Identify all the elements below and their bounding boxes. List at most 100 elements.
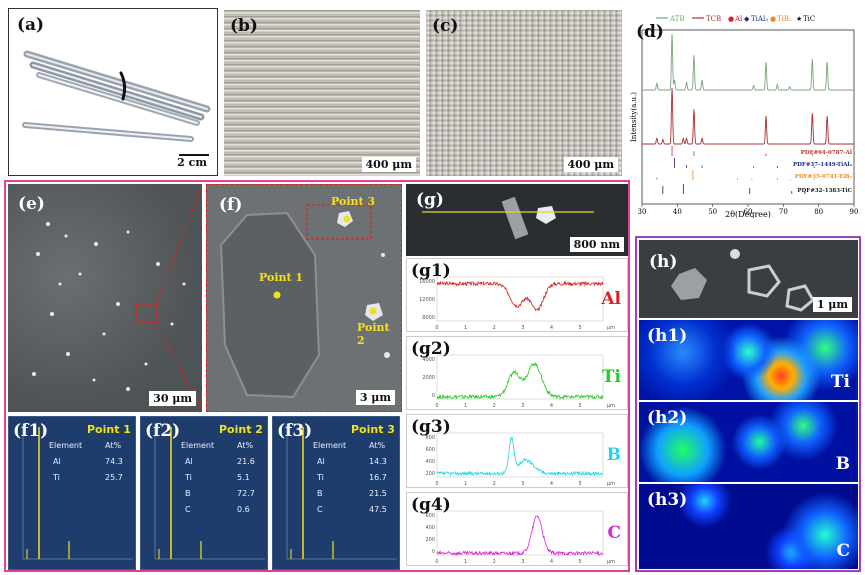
eds-header-element: Element: [313, 441, 347, 450]
x-tick-label: 3: [521, 403, 524, 409]
eds-spectrum: [154, 423, 265, 560]
legend-label: TiC: [803, 15, 815, 23]
eds-row-value: 72.7: [237, 489, 255, 498]
reference-label: PDF#35-0741-TiB₂: [795, 174, 853, 180]
plot-frame: [436, 354, 604, 400]
y-tick-label: 600: [425, 447, 435, 453]
particle-shapes: [219, 204, 390, 399]
x-tick-label: 40: [673, 208, 682, 216]
panel-h2-b-map: (h2) B: [639, 402, 858, 482]
eds-row-element: C: [317, 505, 323, 514]
eds-panel: (f1) Point 1 Element At% Al 74.3 Ti 25.7: [8, 416, 136, 570]
plot-frame: [436, 276, 604, 322]
element-label: C: [607, 523, 621, 543]
eds-row-element: Ti: [317, 473, 324, 482]
legend-marker: ★: [796, 15, 802, 23]
x-tick-label: 30: [638, 208, 647, 216]
y-tick-label: 0: [432, 393, 435, 399]
reference-label: PDF#04-0787-Al: [801, 150, 852, 156]
y-tick-label: 0: [432, 549, 435, 555]
series-line: [642, 87, 854, 145]
panel-label: (g4): [411, 495, 451, 515]
scale-label: 400 μm: [563, 157, 618, 172]
eds-row-element: B: [317, 489, 323, 498]
panel-label: (b): [230, 16, 258, 36]
eds-header-element: Element: [181, 441, 215, 450]
panel-label: (g1): [411, 261, 451, 281]
panel-h-sem: (h) 1 μm: [639, 240, 858, 318]
element-label: B: [835, 454, 850, 474]
x-tick-label: 4: [550, 325, 553, 331]
eds-row-element: Ti: [185, 473, 192, 482]
panel-c-micrograph: (c) 400 μm: [426, 10, 622, 176]
y-tick-label: 400: [425, 459, 435, 465]
x-tick-label: 0: [435, 403, 438, 409]
eds-row-value: 0.6: [237, 505, 250, 514]
line-scan-trace: [436, 361, 604, 400]
panel-label: (d): [636, 22, 664, 42]
eds-row-value: 47.5: [369, 505, 387, 514]
x-tick-label: 3: [521, 559, 524, 565]
y-tick-label: 2000: [422, 375, 435, 381]
x-tick-label: 4: [550, 403, 553, 409]
scale-label: 30 μm: [149, 391, 196, 406]
scale-label: 1 μm: [812, 297, 852, 312]
x-tick-label: 1: [464, 403, 467, 409]
x-tick-label: 1: [464, 559, 467, 565]
y-tick-label: 800: [425, 435, 435, 441]
eds-row-element: B: [185, 489, 191, 498]
x-unit-label: μm: [607, 481, 615, 487]
reference-label: PDF#32-1383-TiC: [797, 188, 852, 194]
eds-row-value: 21.5: [369, 489, 387, 498]
x-tick-label: 80: [814, 208, 823, 216]
eds-row-value: 14.3: [369, 457, 387, 466]
panel-b-micrograph: (b) 400 μm: [224, 10, 420, 176]
eds-row-element: Al: [185, 457, 193, 466]
line-scan-svg: 0 1 2 3 4 5 μm 16000 12000 8000: [419, 276, 615, 331]
eds-row-element: Al: [53, 457, 61, 466]
x-tick-label: 1: [464, 481, 467, 487]
texture-overlay: [426, 10, 622, 176]
scale-label: 400 μm: [361, 157, 416, 172]
eds-row-value: 21.6: [237, 457, 255, 466]
x-tick-label: 0: [435, 481, 438, 487]
panel-h1-ti-map: (h1) Ti: [639, 320, 858, 400]
line-scan-panel: 0 1 2 3 4 5 μm 16000 12000 8000 (g1) Al: [406, 258, 628, 332]
point-1-label: Point 1: [259, 271, 304, 284]
x-tick-label: 5: [579, 325, 582, 331]
element-label: B: [606, 445, 621, 465]
element-label: Ti: [601, 367, 621, 387]
eds-header-at: At%: [105, 441, 122, 450]
hex-particles: [671, 249, 815, 312]
magenta-frame: [4, 180, 630, 572]
line-scan-svg: 0 1 2 3 4 5 μm 800 600 400 200: [425, 432, 615, 487]
eds-title: Point 3: [351, 423, 395, 436]
xrd-svg: ATB TCB ● Al ◆ TiAl₃ ● TiB₂ ★ TiCPDF#04-0787-AlPD…: [630, 15, 859, 218]
panel-label: (a): [17, 15, 45, 35]
eds-panel: (f2) Point 2 Element At% Al 21.6 Ti 5.1 B 72.7 C 0.…: [140, 416, 268, 570]
y-axis-label: Intensity(a.u.): [630, 92, 638, 142]
x-tick-label: 70: [779, 208, 788, 216]
point-2-label: Point 2: [357, 321, 390, 347]
line-scan-panel: 0 1 2 3 4 5 μm 800 600 400 200 (g3) B: [406, 414, 628, 488]
panel-label: (h3): [647, 490, 688, 510]
x-tick-label: 2: [493, 559, 496, 565]
line-scan-panel: 0 1 2 3 4 5 μm 600 400 200 0 (g4) C: [406, 492, 628, 566]
eds-row-element: Al: [317, 457, 325, 466]
reference-label: PDF#37-1449-TiAl₃: [793, 162, 853, 168]
x-tick-label: 4: [550, 559, 553, 565]
legend-label: TCB: [706, 15, 721, 23]
x-tick-label: 90: [850, 208, 859, 216]
plot-frame: [436, 510, 604, 556]
element-label: C: [836, 541, 850, 561]
eds-panel: (f3) Point 3 Element At% Al 14.3 Ti 16.7 B 21.5 C 4…: [272, 416, 400, 570]
eds-spectrum: [22, 423, 133, 560]
legend-marker: ◆: [744, 15, 750, 23]
x-tick-label: 1: [464, 325, 467, 331]
y-tick-label: 400: [425, 525, 435, 531]
x-tick-label: 4: [550, 481, 553, 487]
eds-header-at: At%: [369, 441, 386, 450]
legend-marker: ●: [770, 15, 776, 23]
panel-label: (h1): [647, 326, 688, 346]
element-label: Al: [601, 289, 621, 309]
